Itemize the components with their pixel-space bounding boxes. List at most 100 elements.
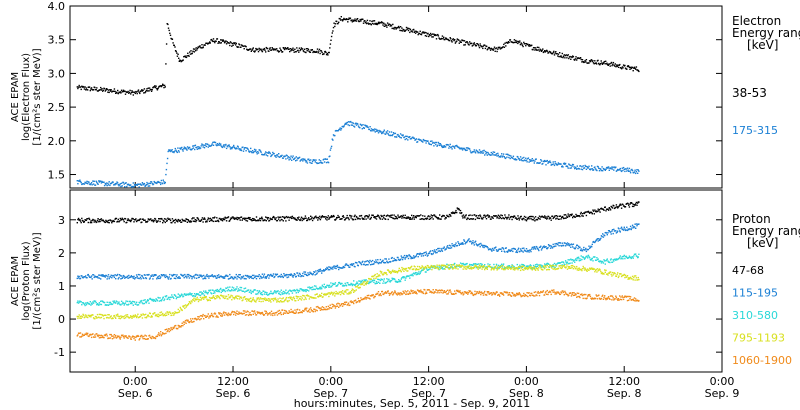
data-point — [533, 267, 535, 270]
data-point — [268, 298, 271, 300]
data-point — [629, 225, 632, 228]
data-point — [222, 277, 224, 279]
data-point — [444, 218, 446, 220]
data-point — [311, 286, 314, 288]
data-point — [279, 156, 281, 158]
data-point — [508, 214, 510, 216]
data-point — [173, 314, 175, 316]
data-point — [106, 316, 108, 319]
data-point — [119, 317, 121, 320]
data-point — [417, 272, 419, 275]
data-point — [586, 166, 588, 168]
data-point — [290, 296, 292, 298]
data-point — [254, 219, 256, 221]
data-point — [530, 265, 532, 267]
data-point — [449, 247, 451, 249]
data-point — [358, 280, 360, 282]
data-point — [583, 257, 585, 259]
data-point — [149, 297, 151, 300]
data-point — [368, 128, 371, 131]
data-point — [217, 42, 219, 44]
data-point — [267, 298, 269, 300]
data-point — [574, 166, 577, 168]
data-point — [287, 290, 290, 292]
data-point — [100, 300, 102, 302]
data-point — [203, 218, 205, 220]
data-point — [167, 217, 169, 219]
data-point — [175, 218, 177, 221]
data-point — [479, 214, 481, 216]
data-point — [231, 42, 234, 45]
data-point — [165, 296, 167, 298]
data-point — [396, 216, 398, 218]
data-point — [500, 155, 502, 157]
data-point — [380, 214, 382, 217]
data-point — [553, 216, 556, 218]
data-point — [326, 267, 329, 270]
data-point — [592, 62, 595, 64]
data-point — [236, 145, 239, 147]
data-point — [206, 292, 208, 294]
data-point — [236, 286, 238, 288]
data-point — [423, 139, 425, 142]
data-point — [611, 261, 614, 263]
data-point — [480, 151, 483, 153]
data-point — [163, 182, 166, 185]
data-point — [79, 219, 81, 221]
data-point — [179, 147, 181, 149]
data-point — [600, 168, 602, 170]
data-point — [122, 181, 125, 184]
data-point — [533, 47, 535, 49]
data-point — [295, 51, 297, 53]
data-point — [425, 32, 427, 34]
data-point — [165, 168, 168, 171]
data-point — [130, 302, 132, 305]
data-point — [176, 151, 178, 154]
data-point — [266, 216, 268, 219]
data-point — [229, 44, 231, 47]
data-point — [565, 217, 567, 219]
data-point — [456, 40, 458, 42]
data-point — [265, 154, 267, 156]
data-point — [533, 246, 535, 248]
data-point — [216, 143, 219, 145]
data-point — [347, 289, 349, 291]
data-point — [408, 254, 410, 256]
data-point — [437, 33, 439, 36]
data-point — [405, 29, 407, 31]
data-point — [103, 275, 106, 277]
data-point — [343, 125, 345, 127]
data-point — [178, 311, 180, 313]
data-point — [91, 278, 93, 280]
data-point — [574, 259, 577, 261]
data-point — [471, 243, 473, 245]
data-point — [248, 216, 250, 219]
data-point — [395, 28, 397, 30]
data-point — [463, 216, 465, 218]
data-point — [599, 62, 602, 65]
data-point — [351, 121, 353, 124]
data-point — [257, 152, 260, 154]
data-point — [486, 151, 488, 153]
data-point — [585, 61, 587, 63]
data-point — [467, 217, 469, 220]
data-point — [155, 182, 157, 184]
data-point — [119, 275, 121, 277]
data-point — [225, 220, 228, 222]
data-point — [126, 304, 128, 306]
data-point — [517, 217, 520, 219]
data-point — [369, 281, 372, 284]
data-point — [561, 56, 563, 58]
data-point — [361, 128, 363, 130]
data-point — [194, 219, 196, 221]
data-point — [230, 42, 232, 44]
data-point — [89, 89, 91, 92]
data-point — [261, 50, 263, 52]
data-point — [390, 272, 392, 275]
data-point — [620, 169, 622, 172]
data-point — [82, 277, 84, 279]
data-point — [120, 275, 123, 277]
data-point — [291, 290, 293, 292]
data-point — [462, 40, 464, 42]
data-point — [185, 56, 188, 59]
